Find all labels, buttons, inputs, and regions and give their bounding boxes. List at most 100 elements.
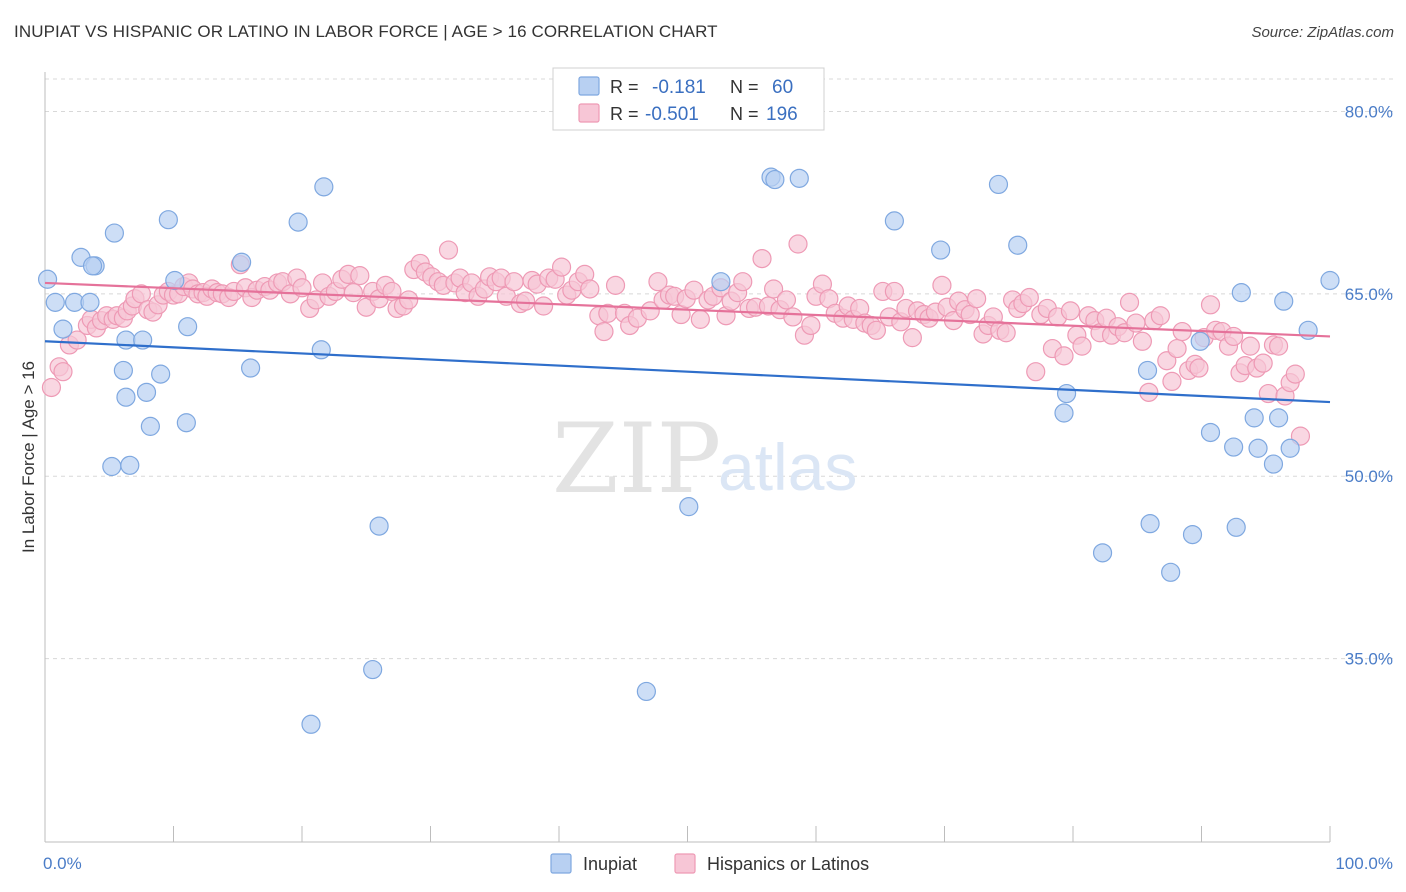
hispanics-point <box>1072 336 1092 356</box>
bottom-legend-inupiat: Inupiat <box>583 854 637 874</box>
inupiat-point <box>1244 408 1264 428</box>
inupiat-point <box>931 240 951 260</box>
inupiat-point <box>1268 408 1289 428</box>
inupiat-point <box>789 168 809 188</box>
hispanics-point <box>533 296 554 316</box>
hispanics-point <box>580 279 600 299</box>
inupiat-point <box>884 211 904 231</box>
hispanics-point <box>594 321 614 342</box>
y-axis-label: In Labor Force | Age > 16 <box>19 361 38 553</box>
inupiat-point <box>151 364 171 384</box>
hispanics-point <box>41 377 62 398</box>
hispanics-point <box>902 328 922 348</box>
legend-r-label-2: R = <box>610 104 639 124</box>
hispanics-point <box>866 320 886 340</box>
inupiat-point <box>232 252 252 272</box>
hispanics-point <box>1285 364 1305 384</box>
legend-r-value-1: -0.181 <box>652 77 706 98</box>
hispanics-point <box>801 315 821 336</box>
inupiat-point <box>1231 283 1251 303</box>
inupiat-point <box>1008 235 1028 255</box>
inupiat-point <box>45 292 65 312</box>
inupiat-trend-line <box>44 340 1331 404</box>
inupiat-point <box>1190 331 1210 351</box>
inupiat-point <box>1320 270 1340 291</box>
y-tick-label: 35.0% <box>1345 650 1393 669</box>
hispanics-point <box>504 272 524 292</box>
hispanics-point <box>932 275 952 295</box>
hispanics-point <box>884 281 904 302</box>
inupiat-point <box>178 317 198 337</box>
inupiat-point <box>120 455 140 475</box>
legend-n-label-2: N = <box>730 104 759 124</box>
inupiat-point <box>80 292 100 312</box>
inupiat-point <box>765 169 785 190</box>
hispanics-point <box>996 323 1016 343</box>
legend-swatch-hispanics <box>578 103 600 123</box>
hispanics-point <box>1162 371 1182 391</box>
y-tick-label: 50.0% <box>1345 467 1393 486</box>
inupiat-point <box>1280 438 1300 458</box>
hispanics-point <box>690 309 710 329</box>
hispanics-point <box>551 257 572 277</box>
bottom-legend-hispanics: Hispanics or Latinos <box>707 854 869 874</box>
hispanics-point <box>1060 301 1081 321</box>
inupiat-point <box>1137 360 1158 381</box>
inupiat-point <box>165 270 185 291</box>
watermark-zip: ZIP <box>552 403 721 515</box>
series-legend: Inupiat Hispanics or Latinos <box>550 853 869 874</box>
legend-n-value-1: 60 <box>772 77 793 98</box>
inupiat-point <box>140 416 160 436</box>
hispanics-point <box>343 283 363 303</box>
hispanics-point <box>1132 331 1152 351</box>
x-tick-label: 0.0% <box>43 854 82 873</box>
inupiat-point <box>113 360 133 381</box>
hispanics-point <box>783 307 803 327</box>
inupiat-point <box>1224 437 1244 457</box>
watermark-atlas: atlas <box>718 430 857 504</box>
inupiat-point <box>301 714 321 734</box>
hispanics-point <box>752 248 772 269</box>
hispanics-point <box>640 301 660 321</box>
legend-n-label-1: N = <box>730 77 759 97</box>
inupiat-point <box>1226 517 1246 537</box>
hispanics-point <box>1200 295 1221 315</box>
hispanics-point <box>53 362 73 382</box>
hispanics-point <box>733 272 753 292</box>
inupiat-point <box>1092 543 1113 563</box>
legend-swatch-inupiat <box>578 76 600 96</box>
hispanics-point <box>292 278 312 298</box>
inupiat-point <box>104 223 124 243</box>
bottom-legend-swatch-inupiat <box>550 853 572 874</box>
inupiat-point <box>314 177 334 197</box>
hispanics-trend-line <box>44 281 1331 338</box>
hispanics-point <box>1026 362 1046 382</box>
inupiat-point <box>136 382 157 402</box>
hispanics-point <box>1167 338 1187 359</box>
hispanics-point <box>1189 358 1209 378</box>
inupiat-point <box>1200 422 1221 443</box>
inupiat-point <box>133 330 153 350</box>
hispanics-point <box>1268 336 1289 356</box>
hispanics-point <box>350 266 370 286</box>
y-tick-label: 80.0% <box>1345 102 1393 121</box>
hispanics-point <box>605 275 626 295</box>
inupiat-point <box>288 212 308 232</box>
hispanics-point <box>1119 292 1140 312</box>
inupiat-point <box>176 413 196 433</box>
inupiat-point <box>158 210 178 230</box>
legend-r-label-1: R = <box>610 77 639 97</box>
inupiat-point <box>363 659 383 680</box>
hispanics-point <box>648 272 668 292</box>
inupiat-point <box>1140 514 1160 534</box>
hispanics-point <box>776 290 797 310</box>
legend-r-value-2: -0.501 <box>645 104 699 125</box>
inupiat-point <box>82 256 103 276</box>
inupiat-point <box>1182 524 1203 545</box>
source-credit: Source: ZipAtlas.com <box>1251 24 1394 41</box>
series-hispanics-points <box>41 234 1311 446</box>
inupiat-point <box>53 319 73 339</box>
hispanics-point <box>1240 336 1260 356</box>
inupiat-point <box>636 681 656 702</box>
